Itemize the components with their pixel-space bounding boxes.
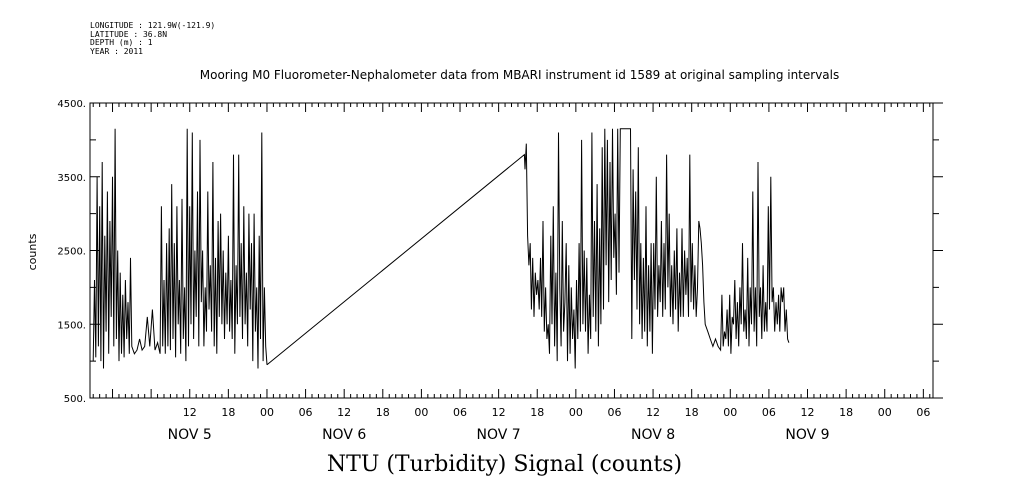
x-tick-label: 18 [376, 406, 390, 419]
x-tick-label: 06 [916, 406, 930, 419]
series-line [266, 128, 790, 369]
x-date-label: NOV 9 [785, 427, 829, 443]
station-metadata: LONGITUDE : 121.9W(-121.9) LATITUDE : 36… [90, 21, 216, 56]
y-tick-label: 1500. [57, 320, 86, 331]
x-tick-label: 00 [878, 406, 892, 419]
series-layer [92, 128, 790, 369]
chart-axes: 500. 1500. 2500. 3500. 4500. 12 18 00 06 12 18 00 06… [57, 99, 943, 443]
x-tick-label: 00 [414, 406, 428, 419]
x-tick-label: 06 [607, 406, 621, 419]
x-tick-label: 00 [260, 406, 274, 419]
x-tick-label: 18 [530, 406, 544, 419]
year-label: YEAR : 2011 [90, 46, 143, 56]
x-tick-label: 12 [492, 406, 506, 419]
x-tick-label: 12 [183, 406, 197, 419]
x-date-label: NOV 7 [477, 427, 521, 443]
x-tick-label: 06 [762, 406, 776, 419]
x-tick-label: 18 [221, 406, 235, 419]
y-tick-label: 2500. [57, 247, 86, 258]
x-tick-label: 18 [685, 406, 699, 419]
x-tick-label: 00 [569, 406, 583, 419]
series-line [92, 128, 268, 369]
y-tick-label: 3500. [57, 173, 86, 184]
x-date-label: NOV 6 [322, 427, 366, 443]
x-tick-label: 12 [801, 406, 815, 419]
x-tick-label: 00 [723, 406, 737, 419]
x-date-label: NOV 5 [168, 427, 212, 443]
x-date-label: NOV 8 [631, 427, 675, 443]
x-tick-label: 12 [337, 406, 351, 419]
latitude-label: LATITUDE : 36.8N [90, 29, 168, 39]
x-tick-label: 18 [839, 406, 853, 419]
x-tick-label: 06 [453, 406, 467, 419]
depth-label: DEPTH (m) : 1 [90, 38, 153, 47]
chart-title: Mooring M0 Fluorometer-Nephalometer data… [199, 68, 840, 82]
x-tick-label: 12 [646, 406, 660, 419]
longitude-label: LONGITUDE : 121.9W(-121.9) [90, 21, 216, 30]
y-axis-label: counts [26, 233, 39, 270]
bottom-title: NTU (Turbidity) Signal (counts) [326, 452, 683, 477]
y-tick-label: 4500. [57, 99, 86, 110]
x-tick-label: 06 [299, 406, 313, 419]
y-tick-label: 500. [64, 394, 86, 405]
